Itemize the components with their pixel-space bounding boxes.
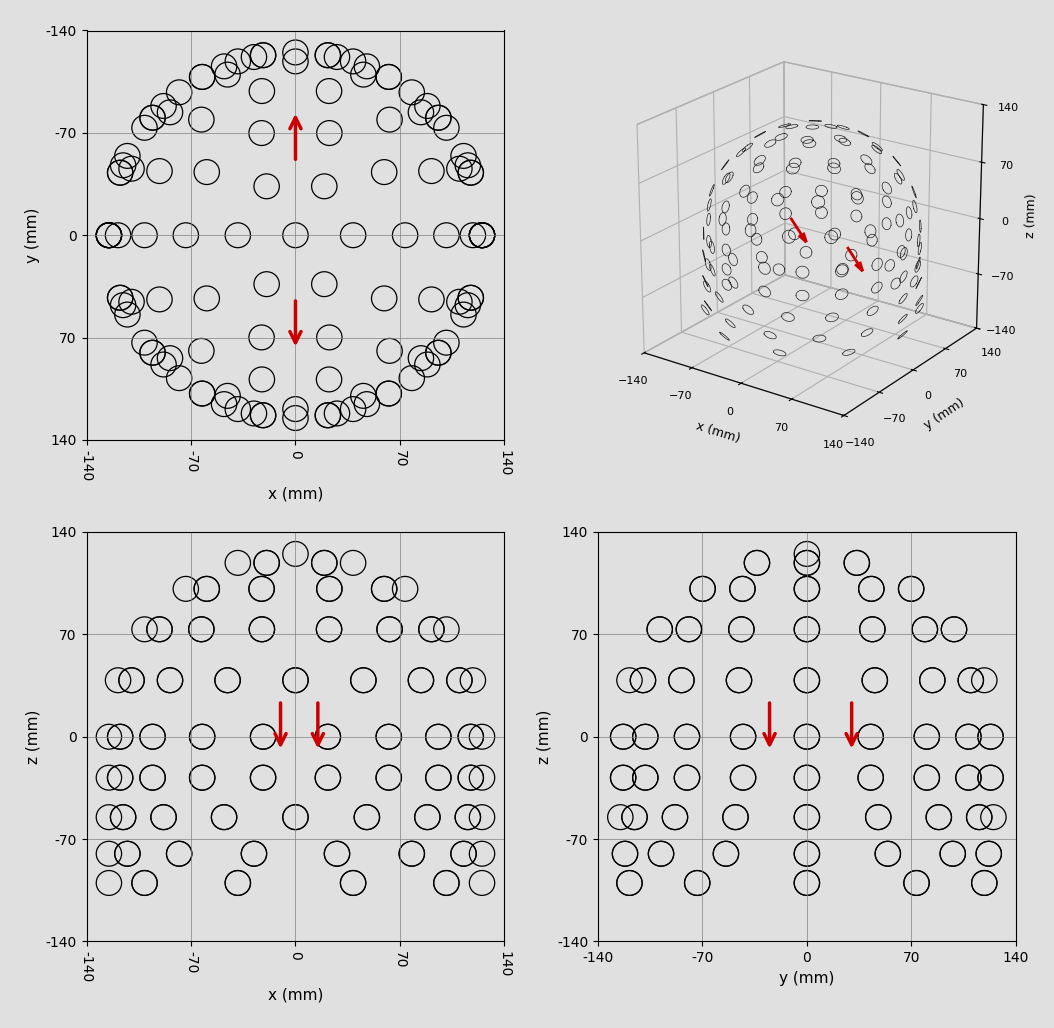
Y-axis label: y (mm): y (mm) — [922, 397, 968, 432]
X-axis label: x (mm): x (mm) — [268, 988, 324, 1003]
X-axis label: y (mm): y (mm) — [779, 970, 835, 986]
X-axis label: x (mm): x (mm) — [268, 486, 324, 502]
Y-axis label: z (mm): z (mm) — [536, 709, 551, 764]
Y-axis label: z (mm): z (mm) — [25, 709, 40, 764]
Y-axis label: y (mm): y (mm) — [25, 208, 40, 263]
X-axis label: x (mm): x (mm) — [695, 419, 742, 445]
